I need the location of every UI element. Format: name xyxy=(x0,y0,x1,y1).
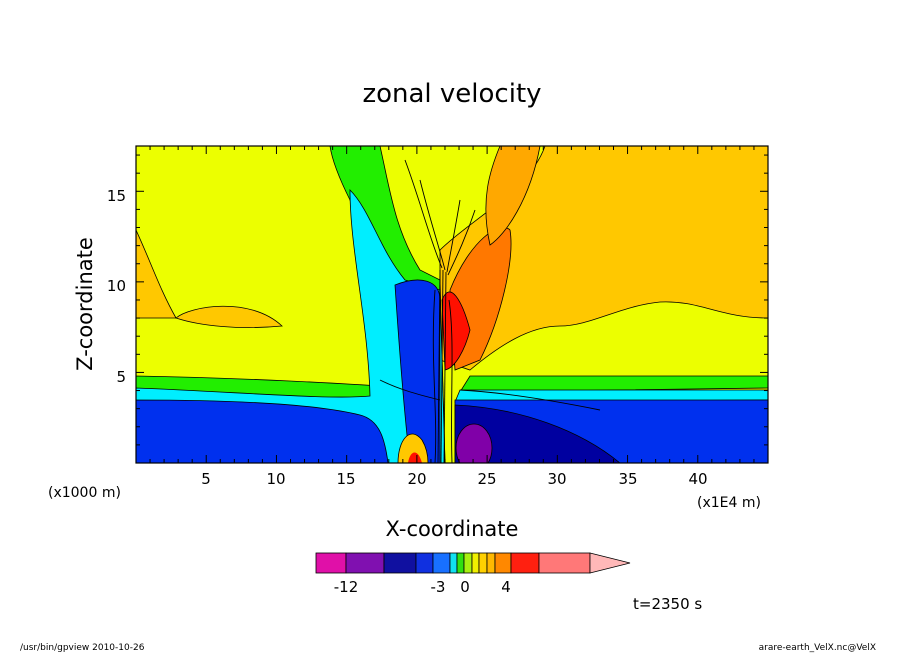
contour-region-purple xyxy=(455,423,493,463)
colorbar-swatch xyxy=(486,552,496,574)
colorbar-swatch xyxy=(432,552,451,574)
contour-region-red xyxy=(441,291,471,371)
footer-left: /usr/bin/gpview 2010-10-26 xyxy=(20,643,145,653)
colorbar-swatch xyxy=(463,552,473,574)
footer-right: arare-earth_VelX.nc@VelX xyxy=(759,643,876,653)
colorbar-label: 0 xyxy=(460,578,470,596)
colorbar xyxy=(315,552,631,574)
contour-region-lower-blob-red xyxy=(408,452,422,463)
colorbar-labels: -12 -3 0 4 xyxy=(334,578,511,596)
colorbar-swatch xyxy=(345,552,385,574)
colorbar-swatch xyxy=(415,552,434,574)
colorbar-swatch xyxy=(471,552,480,574)
contour-lines xyxy=(379,159,601,463)
chart-title: zonal velocity xyxy=(362,79,541,109)
colorbar-swatch xyxy=(449,552,458,574)
colorbar-swatch xyxy=(538,552,591,574)
x-tick-label: 20 xyxy=(407,470,426,488)
x-tick-label: 30 xyxy=(547,470,566,488)
colorbar-swatch xyxy=(315,552,347,574)
x-tick-label: 5 xyxy=(201,470,211,488)
x-unit-right: (x1E4 m) xyxy=(697,495,761,511)
contour-region-left-lens xyxy=(175,305,283,328)
colorbar-label: 4 xyxy=(501,578,511,596)
x-tick-label: 15 xyxy=(336,470,355,488)
contour-fill xyxy=(136,146,768,463)
x-axis-label: X-coordinate xyxy=(386,517,519,541)
colorbar-swatch xyxy=(510,552,540,574)
x-tick-label: 10 xyxy=(266,470,285,488)
colorbar-swatch xyxy=(383,552,417,574)
x-tick-label: 40 xyxy=(688,470,707,488)
y-tick-label: 5 xyxy=(116,368,126,386)
colorbar-label: -12 xyxy=(334,578,359,596)
contour-region-light-orange xyxy=(485,146,541,246)
x-tick-labels: 5 10 15 20 25 30 35 40 xyxy=(201,470,707,488)
plot-frame xyxy=(135,145,769,464)
colorbar-extension-arrow xyxy=(589,552,631,574)
time-label: t=2350 s xyxy=(633,595,702,613)
contour-region-cyan xyxy=(136,189,768,463)
colorbar-swatch xyxy=(456,552,465,574)
y-tick-label: 15 xyxy=(107,187,126,205)
y-tick-label: 10 xyxy=(107,277,126,295)
y-axis-label: Z-coordinate xyxy=(73,237,97,371)
x-tick-label: 35 xyxy=(618,470,637,488)
x-tick-label: 25 xyxy=(477,470,496,488)
colorbar-label: -3 xyxy=(431,578,446,596)
x-unit-left: (x1000 m) xyxy=(48,485,121,501)
colorbar-swatch xyxy=(478,552,488,574)
axis-ticks xyxy=(136,146,768,463)
contour-region-lower-blob xyxy=(397,433,429,463)
colorbar-swatch xyxy=(494,552,512,574)
plot-area xyxy=(135,145,769,464)
y-tick-labels: 5 10 15 xyxy=(107,187,126,386)
